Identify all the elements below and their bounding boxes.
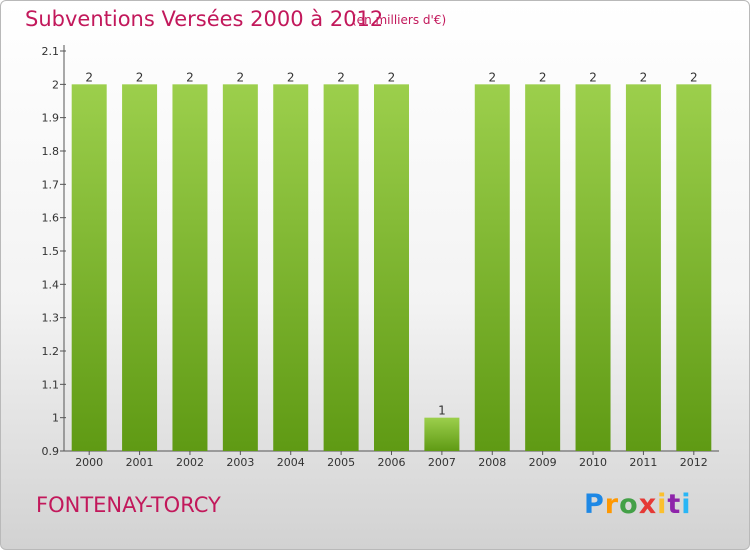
bar-2010 xyxy=(575,84,611,451)
y-tick-label: 2.1 xyxy=(42,45,60,58)
data-label: 2 xyxy=(337,70,345,84)
logo-letter: o xyxy=(619,489,639,520)
y-tick-label: 1.8 xyxy=(42,145,60,158)
data-label: 2 xyxy=(85,70,93,84)
labels: 2000 2 2001 2 2002 2 2003 2 2004 2 2005 2 2006 2 2007 1… xyxy=(75,70,708,469)
logo-letter: i xyxy=(681,489,692,520)
bar-2001 xyxy=(122,84,158,451)
data-label: 2 xyxy=(488,70,496,84)
data-label: 1 xyxy=(438,404,446,418)
logo-letter: i xyxy=(657,489,668,520)
bars xyxy=(71,84,712,451)
x-tick-label: 2001 xyxy=(126,456,154,469)
bar-2003 xyxy=(222,84,258,451)
y-tick-label: 1.5 xyxy=(42,245,60,258)
x-tick-label: 2012 xyxy=(680,456,708,469)
logo-letter: r xyxy=(604,489,620,520)
chart-subtitle: (en milliers d'€) xyxy=(352,13,447,27)
data-label: 2 xyxy=(539,70,547,84)
x-tick-label: 2003 xyxy=(226,456,254,469)
bar-2002 xyxy=(172,84,208,451)
logo-letter: x xyxy=(638,489,658,520)
logo-letter: t xyxy=(667,489,682,520)
bar-2008 xyxy=(474,84,510,451)
y-tick-label: 1.4 xyxy=(42,278,60,291)
x-tick-label: 2011 xyxy=(629,456,657,469)
y-tick-label: 1.3 xyxy=(42,312,60,325)
commune-name: FONTENAY-TORCY xyxy=(36,493,221,517)
x-tick-label: 2004 xyxy=(277,456,305,469)
data-label: 2 xyxy=(589,70,597,84)
bar-2011 xyxy=(625,84,661,451)
y-tick-label: 1.2 xyxy=(42,345,60,358)
bar-2004 xyxy=(273,84,309,451)
data-label: 2 xyxy=(186,70,194,84)
x-tick-label: 2009 xyxy=(529,456,557,469)
x-tick-label: 2002 xyxy=(176,456,204,469)
data-label: 2 xyxy=(690,70,698,84)
data-label: 2 xyxy=(287,70,295,84)
chart-title: Subventions Versées 2000 à 2012 xyxy=(25,7,384,31)
bar-2000 xyxy=(71,84,107,451)
y-tick-label: 1.9 xyxy=(42,112,60,125)
y-tick-label: 1.1 xyxy=(42,378,60,391)
logo-letter: P xyxy=(584,489,605,520)
y-tick-label: 2 xyxy=(52,78,59,91)
proxiti-logo[interactable]: Proxiti xyxy=(584,489,692,520)
x-tick-label: 2007 xyxy=(428,456,456,469)
data-label: 2 xyxy=(237,70,245,84)
y-tick-label: 1.6 xyxy=(42,212,60,225)
bar-2005 xyxy=(323,84,359,451)
x-tick-label: 2000 xyxy=(75,456,103,469)
x-tick-label: 2008 xyxy=(478,456,506,469)
data-label: 2 xyxy=(388,70,396,84)
data-label: 2 xyxy=(136,70,144,84)
data-label: 2 xyxy=(640,70,648,84)
bar-2009 xyxy=(525,84,561,451)
x-tick-label: 2005 xyxy=(327,456,355,469)
bar-2007 xyxy=(424,417,460,451)
y-tick-label: 1.7 xyxy=(42,178,60,191)
bar-2012 xyxy=(676,84,712,451)
y-tick-label: 0.9 xyxy=(42,445,60,458)
y-tick-label: 1 xyxy=(52,412,59,425)
x-tick-label: 2010 xyxy=(579,456,607,469)
x-tick-label: 2006 xyxy=(378,456,406,469)
bar-2006 xyxy=(374,84,409,451)
